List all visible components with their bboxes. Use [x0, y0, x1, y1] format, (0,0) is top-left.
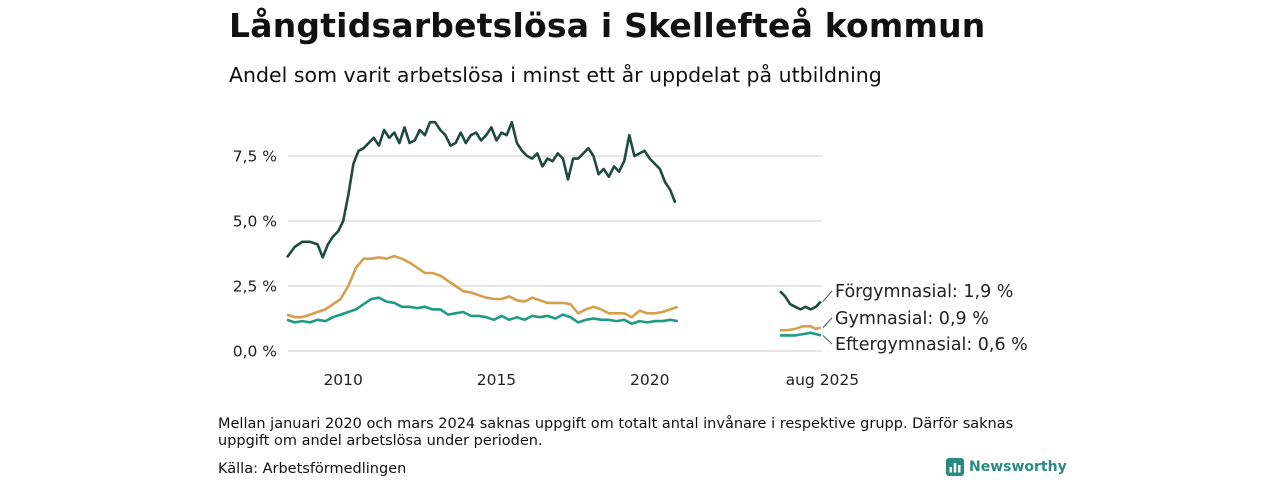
y-tick-label: 0,0 %	[233, 343, 277, 361]
legend-connector	[822, 317, 833, 328]
legend-connector	[822, 290, 833, 302]
y-tick-label: 2,5 %	[233, 278, 277, 296]
series-line-eftergymnasial-recent	[780, 331, 822, 337]
series-line-eftergymnasial	[286, 296, 679, 325]
legend-label-frgymnasial: Förgymnasial: 1,9 %	[835, 282, 1013, 302]
series-line-frgymnasial-recent	[779, 290, 822, 311]
x-tick-label: 2015	[477, 371, 516, 389]
legend-label-eftergymnasial: Eftergymnasial: 0,6 %	[835, 335, 1028, 355]
y-tick-label: 7,5 %	[233, 148, 277, 166]
x-tick-label: 2010	[323, 371, 362, 389]
legend: Förgymnasial: 1,9 % Gymnasial: 0,9 % Efter…	[822, 282, 1028, 355]
series-line-gymnasial	[286, 254, 679, 319]
axis-labels: 0,0 % 2,5 % 5,0 % 7,5 % 2010 2015 2020 aug 2025	[233, 148, 859, 390]
bar-chart-icon	[946, 458, 964, 476]
legend-connector	[822, 335, 833, 345]
footnote: Mellan januari 2020 och mars 2024 saknas…	[218, 416, 1014, 449]
brand-name: Newsworthy	[969, 459, 1067, 475]
x-tick-label: 2020	[630, 371, 669, 389]
series-lines	[285, 120, 822, 337]
legend-label-gymnasial: Gymnasial: 0,9 %	[835, 309, 989, 329]
gridlines	[288, 155, 822, 352]
line-chart: 0,0 % 2,5 % 5,0 % 7,5 % 2010 2015 2020 aug 2025…	[233, 120, 1028, 390]
source-text: Källa: Arbetsförmedlingen	[218, 461, 407, 477]
chart-title: Långtidsarbetslösa i Skellefteå kommun	[229, 6, 986, 45]
x-end-label: aug 2025	[786, 371, 860, 389]
brand-logo[interactable]: Newsworthy	[946, 458, 1067, 476]
chart-subtitle: Andel som varit arbetslösa i minst ett å…	[229, 63, 882, 87]
y-tick-label: 5,0 %	[233, 213, 277, 231]
series-line-gymnasial-recent	[780, 325, 822, 332]
series-line-frgymnasial	[285, 120, 677, 259]
